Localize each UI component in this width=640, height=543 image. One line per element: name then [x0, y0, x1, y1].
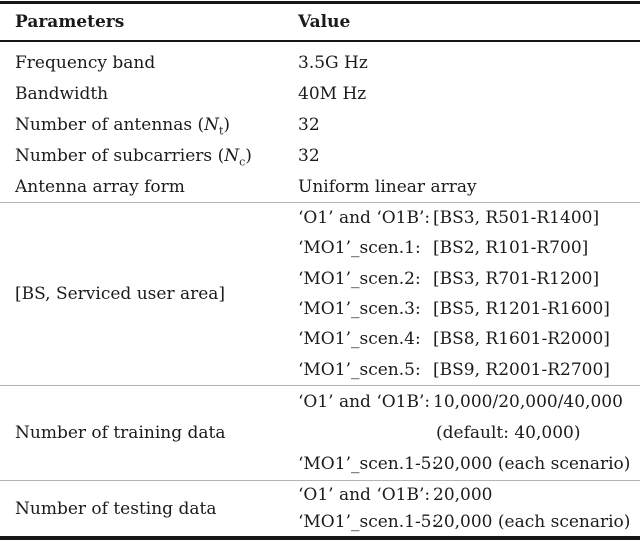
scenario-label: ‘MO1’_scen.1-5:: [298, 454, 438, 475]
param-value: Uniform linear array: [298, 176, 477, 197]
param-label: Number of testing data: [15, 498, 217, 519]
table-header-row: Parameters Value: [0, 4, 640, 42]
scenario-label: ‘MO1’_scen.1-5:: [298, 512, 438, 533]
value-row: ‘MO1’_scen.2: [BS3, R701-R1200]: [298, 264, 640, 294]
scenario-value: [BS3, R701-R1200]: [433, 268, 600, 289]
param-text: Number of antennas (: [15, 114, 205, 135]
testing-data-section: Number of testing data ‘O1’ and ‘O1B’: 2…: [0, 481, 640, 536]
table-row: Bandwidth 40M Hz: [0, 78, 640, 109]
scenario-label: ‘O1’ and ‘O1B’:: [298, 391, 431, 412]
table-row: Number of subcarriers (Nc) 32: [0, 140, 640, 171]
param-text: Number of subcarriers (: [15, 145, 225, 166]
table-row: Number of antennas (Nt) 32: [0, 109, 640, 140]
header-parameters: Parameters: [15, 12, 125, 32]
param-value: 3.5G Hz: [298, 52, 368, 73]
table-row: Frequency band 3.5G Hz: [0, 47, 640, 78]
value-row: ‘MO1’_scen.1: [BS2, R101-R700]: [298, 233, 640, 263]
param-label: Number of antennas (Nt): [0, 114, 298, 137]
scenario-value: 20,000: [433, 484, 493, 505]
training-values: ‘O1’ and ‘O1B’: 10,000/20,000/40,000 (de…: [298, 386, 640, 480]
math-subscript: c: [239, 154, 246, 168]
scenario-label: ‘MO1’_scen.4:: [298, 329, 421, 350]
scenario-label: ‘MO1’_scen.5:: [298, 359, 421, 380]
value-row: ‘MO1’_scen.4: [BS8, R1601-R2000]: [298, 324, 640, 354]
training-data-section: Number of training data ‘O1’ and ‘O1B’: …: [0, 386, 640, 481]
value-row: ‘MO1’_scen.1-5: 20,000 (each scenario): [298, 509, 640, 537]
math-symbol: N: [224, 145, 240, 166]
scenario-label: ‘MO1’_scen.1:: [298, 238, 421, 259]
value-row: ‘O1’ and ‘O1B’: 10,000/20,000/40,000: [298, 386, 640, 417]
scenario-label: ‘MO1’_scen.3:: [298, 299, 421, 320]
param-label: [BS, Serviced user area]: [15, 284, 226, 304]
testing-values: ‘O1’ and ‘O1B’: 20,000 ‘MO1’_scen.1-5: 2…: [298, 481, 640, 536]
param-value: 40M Hz: [298, 83, 367, 104]
scenario-value: (default: 40,000): [436, 422, 581, 443]
value-row: ‘MO1’_scen.5: [BS9, R2001-R2700]: [298, 355, 640, 385]
bs-user-area-section: [BS, Serviced user area] ‘O1’ and ‘O1B’:…: [0, 203, 640, 386]
scenario-label: ‘O1’ and ‘O1B’:: [298, 484, 431, 505]
math-subscript: t: [219, 123, 224, 137]
scenario-value: 20,000 (each scenario): [433, 454, 631, 475]
scenario-label: ‘MO1’_scen.2:: [298, 268, 421, 289]
param-text: ): [223, 114, 231, 135]
value-row: ‘O1’ and ‘O1B’: [BS3, R501-R1400]: [298, 203, 640, 233]
value-row: ‘MO1’_scen.1-5: 20,000 (each scenario): [298, 449, 640, 480]
scenario-value: [BS5, R1201-R1600]: [433, 299, 610, 320]
scenario-value: [BS8, R1601-R2000]: [433, 329, 610, 350]
param-text: ): [245, 145, 252, 166]
bs-values: ‘O1’ and ‘O1B’: [BS3, R501-R1400] ‘MO1’_…: [298, 203, 640, 385]
value-row: ‘MO1’_scen.3: [BS5, R1201-R1600]: [298, 294, 640, 324]
scenario-value: 10,000/20,000/40,000: [433, 391, 623, 412]
param-label: Bandwidth: [15, 83, 109, 104]
header-value: Value: [298, 12, 351, 32]
param-value: 32: [298, 145, 320, 166]
scenario-value: [BS3, R501-R1400]: [433, 208, 600, 229]
param-label: Frequency band: [15, 52, 156, 73]
general-parameters-section: Frequency band 3.5G Hz Bandwidth 40M Hz …: [0, 42, 640, 203]
value-row: ‘O1’ and ‘O1B’: 20,000: [298, 481, 640, 509]
value-row: (default: 40,000): [298, 417, 640, 448]
scenario-value: [BS9, R2001-R2700]: [433, 359, 610, 380]
param-label: Number of training data: [15, 423, 226, 443]
scenario-value: 20,000 (each scenario): [433, 512, 631, 533]
param-value: 32: [298, 114, 320, 135]
scenario-label: ‘O1’ and ‘O1B’:: [298, 208, 431, 229]
table-row: Antenna array form Uniform linear array: [0, 171, 640, 202]
math-symbol: N: [204, 114, 219, 135]
param-label: Number of subcarriers (Nc): [0, 145, 298, 168]
scenario-value: [BS2, R101-R700]: [433, 238, 589, 259]
param-label: Antenna array form: [15, 176, 185, 197]
